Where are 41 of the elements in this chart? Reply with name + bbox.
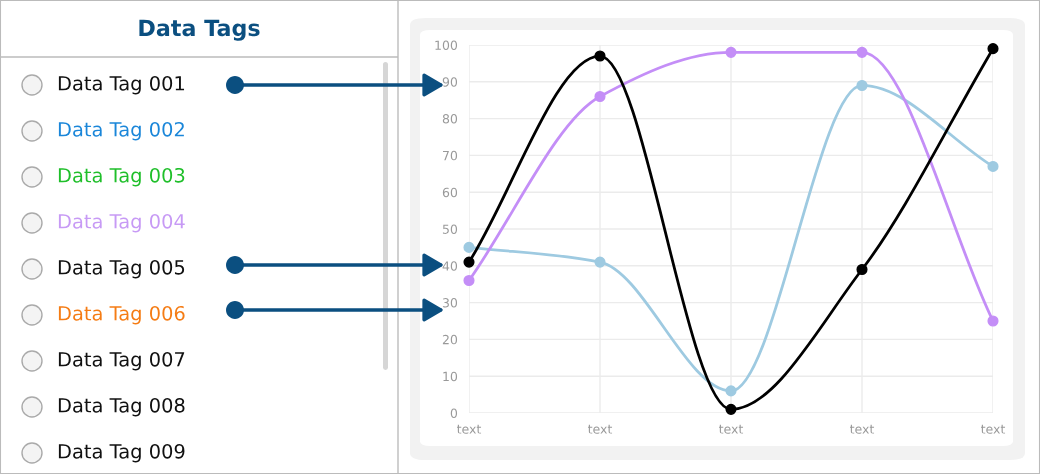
text: Data Tag 008 [58, 397, 185, 417]
x-tick-label: text [981, 424, 1006, 434]
point [725, 403, 737, 415]
point [463, 256, 475, 268]
x-tick-label: text [457, 424, 482, 434]
y-tick-label: 20 [442, 334, 458, 345]
point [856, 79, 868, 92]
y-tick-label: 60 [442, 187, 458, 198]
y-tick-label: 90 [442, 77, 458, 87]
text: Data Tag 006 [58, 305, 185, 325]
text: Data Tag 003 [58, 167, 185, 187]
point [856, 46, 868, 58]
point [594, 256, 606, 268]
y-tick-label: 0 [450, 408, 458, 418]
y-tick-label: 50 [442, 224, 458, 234]
text: Data Tag 001 [58, 75, 185, 95]
x-tick-label: text [588, 424, 613, 434]
text: Data Tags [139, 19, 260, 41]
point [856, 263, 868, 276]
text: Data Tag 005 [58, 259, 185, 279]
text: Data Tag 007 [58, 351, 185, 371]
point [594, 50, 606, 62]
x-tick-label: text [850, 424, 875, 434]
y-tick-label: 40 [442, 261, 458, 271]
y-tick-label: 70 [443, 150, 458, 161]
point [463, 241, 475, 253]
y-tick-label: 10 [443, 371, 458, 382]
point [987, 160, 999, 172]
y-tick-label: 30 [442, 298, 458, 308]
point [987, 43, 999, 55]
x-tick-label: text [719, 424, 744, 434]
y-tick-label: 80 [442, 114, 458, 124]
point [725, 46, 737, 58]
point [987, 315, 999, 327]
text: Data Tag 009 [58, 443, 185, 463]
point [725, 385, 737, 397]
text: Data Tag 004 [58, 213, 185, 233]
point [463, 274, 475, 287]
text: Data Tag 002 [58, 121, 184, 141]
point [594, 90, 606, 103]
y-tick-label: 100 [435, 40, 458, 50]
